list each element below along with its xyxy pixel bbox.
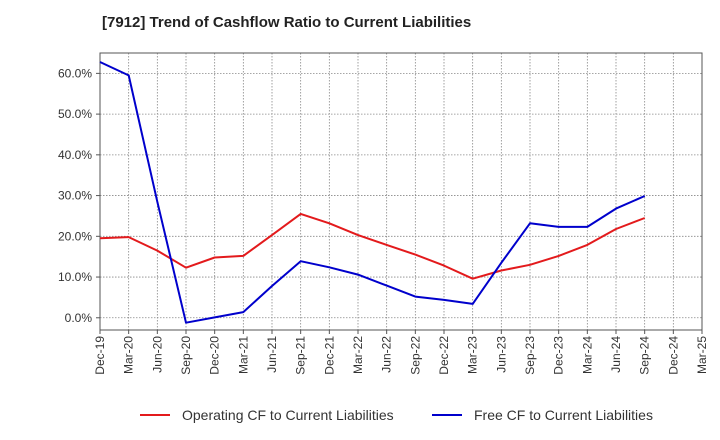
x-tick-label: Dec-20 xyxy=(208,336,222,375)
grid xyxy=(100,53,702,330)
x-tick-label: Mar-22 xyxy=(351,336,365,374)
series-line-1 xyxy=(99,212,646,280)
x-tick-label: Sep-23 xyxy=(523,336,537,375)
x-tick-label: Mar-25 xyxy=(695,336,709,374)
x-tick-label: Jun-20 xyxy=(150,336,164,373)
y-tick-label: 10.0% xyxy=(58,270,92,284)
legend: Operating CF to Current Liabilities Free … xyxy=(140,407,653,423)
series-line-2 xyxy=(99,61,646,324)
x-tick-label: Sep-21 xyxy=(294,336,308,375)
y-tick-label: 50.0% xyxy=(58,107,92,121)
legend-label-2: Free CF to Current Liabilities xyxy=(474,407,653,423)
y-tick-label: 0.0% xyxy=(65,311,93,325)
x-tick-label: Jun-21 xyxy=(265,336,279,373)
chart-title: [7912] Trend of Cashflow Ratio to Curren… xyxy=(102,14,472,31)
x-tick-label: Jun-23 xyxy=(494,336,508,373)
legend-label-1: Operating CF to Current Liabilities xyxy=(182,407,394,423)
x-tick-label: Dec-21 xyxy=(322,336,336,375)
x-tick-label: Sep-24 xyxy=(638,336,652,375)
y-tick-label: 60.0% xyxy=(58,66,92,80)
y-tick-label: 20.0% xyxy=(58,229,92,243)
series-lines xyxy=(99,61,646,324)
x-tick-label: Dec-23 xyxy=(552,336,566,375)
x-tick-label: Mar-24 xyxy=(580,336,594,374)
plot-frame xyxy=(99,52,703,331)
x-tick-label: Dec-19 xyxy=(93,336,107,375)
x-tick-label: Sep-22 xyxy=(408,336,422,375)
x-tick-label: Dec-22 xyxy=(437,336,451,375)
x-tick-label: Mar-21 xyxy=(236,336,250,374)
x-tick-label: Jun-22 xyxy=(380,336,394,373)
y-tick-label: 30.0% xyxy=(58,189,92,203)
x-tick-label: Jun-24 xyxy=(609,336,623,373)
x-tick-label: Sep-20 xyxy=(179,336,193,375)
axes: 0.0% 10.0% 20.0% 30.0% 40.0% 50.0% 60.0% Dec-19… xyxy=(58,52,709,375)
x-tick-label: Mar-23 xyxy=(466,336,480,374)
x-tick-label: Mar-20 xyxy=(122,336,136,374)
x-tick-label: Dec-24 xyxy=(666,336,680,375)
y-tick-label: 40.0% xyxy=(58,148,92,162)
